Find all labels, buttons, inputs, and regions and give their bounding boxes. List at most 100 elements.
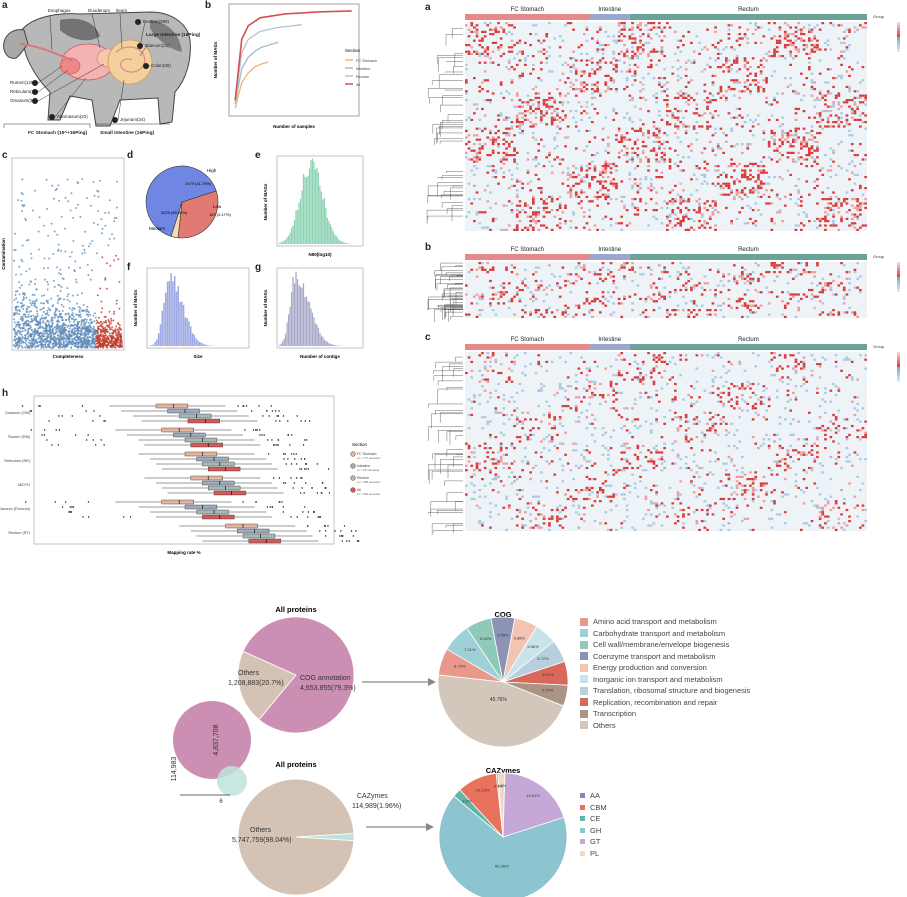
scatter-point: [44, 332, 46, 335]
qpie-slice: [145, 165, 217, 237]
heatmap-cell: [684, 68, 688, 71]
scatter-point: [111, 233, 113, 236]
scatter-point: [53, 197, 55, 200]
heatmap-cell: [601, 228, 605, 231]
heatmap-cell: [591, 68, 594, 71]
heatmap-cell: [607, 193, 610, 196]
heatmap-cell: [497, 145, 500, 148]
heatmap-cell: [660, 143, 664, 146]
scatter-point: [57, 184, 60, 187]
heatmap-cell: [759, 273, 763, 276]
heatmap-cell: [682, 217, 685, 220]
heatmap-cell: [483, 189, 487, 192]
heatmap-cell: [507, 92, 511, 95]
heatmap-cell: [663, 147, 666, 150]
heatmap-cell: [486, 52, 490, 55]
heatmap-cell: [840, 116, 843, 119]
heatmap-cell: [550, 118, 554, 121]
heatmap-cell: [615, 222, 618, 225]
hist-bar: [182, 305, 185, 346]
heatmap-cell: [655, 158, 658, 161]
heatmap-cell: [762, 66, 766, 69]
heatmap-cell: [478, 61, 482, 64]
hist-bar: [188, 321, 190, 346]
heatmap-cell: [786, 35, 790, 38]
heatmap-cell: [593, 96, 597, 99]
heatmap-cell: [497, 30, 500, 33]
scatter-point: [118, 280, 121, 283]
heatmap-cell: [671, 226, 675, 229]
heatmap-cell: [679, 222, 683, 225]
heatmap-cell: [652, 134, 656, 137]
scatter-point: [20, 333, 23, 336]
scatter-point: [39, 343, 42, 346]
panel-label-d: d: [127, 150, 134, 161]
heatmap-cell: [564, 116, 567, 119]
scatter-point: [44, 345, 47, 348]
heatmap-cell: [786, 44, 790, 47]
heatmap-cell: [722, 273, 725, 276]
heatmap-cell: [641, 273, 645, 276]
heatmap-cell: [759, 41, 763, 44]
heatmap-cell: [658, 110, 661, 113]
heatmap-cell: [497, 48, 500, 51]
box-outlier: [282, 506, 284, 508]
scatter-point: [25, 324, 28, 327]
heatmap-cell: [700, 173, 704, 176]
heatmap-cell: [639, 129, 642, 132]
heatmap-cell: [481, 107, 484, 110]
heatmap-cell: [569, 220, 573, 223]
heatmap-cell: [580, 81, 583, 84]
heatmap-cell: [727, 165, 731, 168]
heatmap-cell: [749, 277, 752, 280]
heatmap-cell: [558, 79, 562, 82]
heatmap-cell: [837, 92, 841, 95]
scatter-point: [68, 300, 71, 303]
heatmap-cell: [687, 198, 691, 201]
heatmap-cell: [507, 132, 511, 135]
heatmap-cell: [561, 72, 565, 75]
heatmap-cell: [599, 66, 602, 69]
scatter-point: [97, 210, 99, 213]
scatter-point: [21, 319, 24, 322]
heatmap-cell: [818, 112, 822, 115]
heatmap-cell: [695, 103, 699, 106]
heatmap-cell: [773, 96, 776, 99]
heatmap-cell: [850, 68, 854, 71]
scatter-point: [53, 230, 56, 233]
heatmap-cell: [714, 132, 717, 135]
box-outlier: [304, 458, 306, 460]
scatter-point: [81, 252, 84, 255]
heatmap-cell: [558, 217, 562, 220]
heatmap-cell: [623, 44, 626, 47]
heatmap-scale-cell: [897, 46, 900, 49]
heatmap-cell: [711, 206, 715, 209]
heatmap-cell: [708, 112, 712, 115]
scatter-point: [56, 334, 59, 337]
scatter-point: [117, 333, 120, 336]
heatmap-cell: [741, 125, 744, 128]
box-outlier: [277, 439, 280, 441]
heatmap-cell: [859, 204, 862, 207]
heatmap-cell: [783, 204, 787, 207]
scatter-point: [31, 302, 34, 305]
heatmap-cell: [840, 215, 843, 218]
heatmap-cell: [494, 125, 498, 128]
heatmap-cell: [743, 165, 747, 168]
heatmap-cell: [775, 46, 779, 49]
heatmap-cell: [582, 215, 586, 218]
heatmap-cell: [676, 116, 680, 119]
scatter-point: [46, 313, 48, 316]
heatmap-cell: [802, 224, 806, 227]
heatmap-cell: [837, 118, 841, 121]
heatmap-cell: [521, 112, 524, 115]
box-outlier: [250, 410, 253, 412]
heatmap-cell: [548, 70, 551, 73]
heatmap-cell: [674, 198, 677, 201]
box-legend-note: (n = 606 samples): [357, 492, 380, 496]
heatmap-cell: [818, 48, 822, 51]
heatmap-cell: [470, 30, 474, 33]
heatmap-cell: [548, 284, 551, 287]
heatmap-cell: [826, 121, 830, 124]
heatmap-cell: [561, 266, 565, 269]
